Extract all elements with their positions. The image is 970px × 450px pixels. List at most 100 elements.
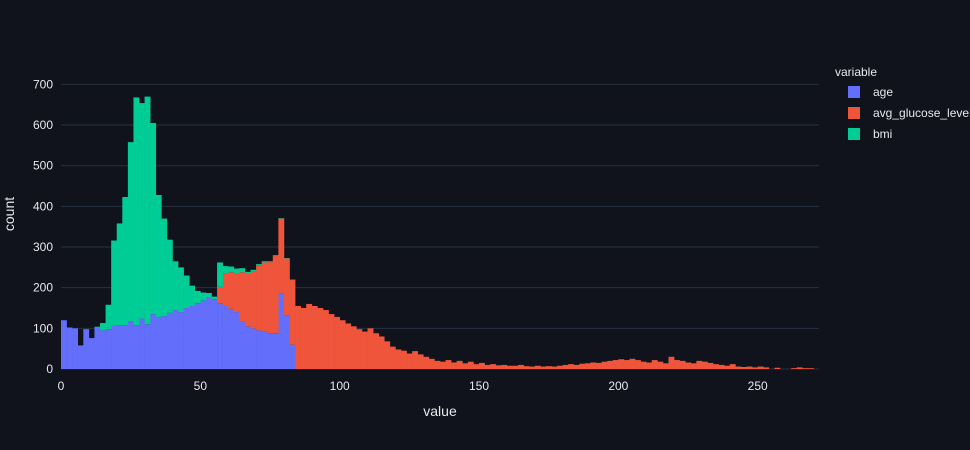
bar-avg-glucose-level[interactable] — [646, 362, 653, 369]
bar-bmi[interactable] — [194, 290, 201, 304]
bar-avg-glucose-level[interactable] — [657, 361, 664, 369]
bar-avg-glucose-level[interactable] — [367, 328, 374, 369]
bar-avg-glucose-level[interactable] — [428, 358, 435, 369]
bar-avg-glucose-level[interactable] — [467, 361, 474, 369]
bar-avg-glucose-level[interactable] — [406, 353, 413, 369]
legend-item-avg-glucose-level[interactable]: avg_glucose_level — [848, 106, 970, 120]
bar-bmi[interactable] — [211, 296, 218, 300]
bar-bmi[interactable] — [111, 240, 118, 326]
bar-age[interactable] — [256, 330, 262, 369]
bar-bmi[interactable] — [105, 304, 112, 330]
bar-avg-glucose-level[interactable] — [451, 362, 458, 369]
bar-avg-glucose-level[interactable] — [529, 366, 536, 369]
bar-avg-glucose-level[interactable] — [495, 365, 502, 369]
bar-avg-glucose-level[interactable] — [796, 367, 803, 369]
bar-age[interactable] — [261, 331, 268, 369]
bar-avg-glucose-level[interactable] — [674, 360, 680, 369]
bar-avg-glucose-level[interactable] — [384, 341, 391, 369]
bar-avg-glucose-level[interactable] — [612, 360, 619, 369]
bar-avg-glucose-level[interactable] — [568, 364, 575, 369]
bar-avg-glucose-level[interactable] — [373, 333, 379, 369]
bar-avg-glucose-level[interactable] — [601, 361, 608, 369]
bar-avg-glucose-level[interactable] — [334, 316, 340, 369]
bar-bmi[interactable] — [233, 268, 240, 274]
bar-age[interactable] — [111, 325, 118, 369]
bar-age[interactable] — [122, 325, 129, 369]
bar-avg-glucose-level[interactable] — [239, 272, 246, 322]
bar-avg-glucose-level[interactable] — [679, 360, 686, 369]
bar-avg-glucose-level[interactable] — [623, 360, 630, 369]
bar-avg-glucose-level[interactable] — [295, 305, 301, 369]
bar-bmi[interactable] — [139, 103, 145, 319]
bar-avg-glucose-level[interactable] — [752, 367, 758, 369]
bar-age[interactable] — [283, 315, 290, 369]
bar-avg-glucose-level[interactable] — [356, 329, 363, 369]
bar-avg-glucose-level[interactable] — [685, 362, 692, 369]
bar-avg-glucose-level[interactable] — [456, 360, 463, 369]
bar-age[interactable] — [172, 310, 179, 369]
bar-avg-glucose-level[interactable] — [272, 255, 279, 334]
bar-avg-glucose-level[interactable] — [551, 366, 558, 369]
bar-avg-glucose-level[interactable] — [713, 364, 719, 369]
bar-avg-glucose-level[interactable] — [802, 368, 809, 369]
legend-item-bmi[interactable]: bmi — [848, 127, 892, 141]
bar-avg-glucose-level[interactable] — [233, 273, 240, 313]
bar-avg-glucose-level[interactable] — [345, 323, 352, 369]
bar-avg-glucose-level[interactable] — [395, 349, 402, 369]
bar-avg-glucose-level[interactable] — [244, 273, 251, 327]
bar-avg-glucose-level[interactable] — [378, 336, 385, 369]
bar-avg-glucose-level[interactable] — [423, 356, 430, 369]
bar-bmi[interactable] — [172, 261, 179, 311]
bar-avg-glucose-level[interactable] — [735, 366, 742, 369]
bar-age[interactable] — [77, 345, 84, 369]
bar-age[interactable] — [150, 314, 157, 369]
bar-avg-glucose-level[interactable] — [701, 361, 708, 369]
bar-bmi[interactable] — [100, 323, 106, 331]
bar-bmi[interactable] — [267, 261, 274, 263]
bar-bmi[interactable] — [222, 266, 229, 274]
bar-age[interactable] — [166, 312, 173, 369]
bar-avg-glucose-level[interactable] — [512, 365, 519, 369]
bar-avg-glucose-level[interactable] — [557, 365, 563, 369]
bar-age[interactable] — [72, 328, 79, 369]
bar-age[interactable] — [105, 329, 112, 369]
bar-age[interactable] — [233, 312, 240, 369]
bar-age[interactable] — [222, 305, 229, 369]
legend-item-age[interactable]: age — [848, 85, 893, 99]
bar-bmi[interactable] — [250, 269, 257, 272]
bar-avg-glucose-level[interactable] — [473, 364, 480, 369]
bar-age[interactable] — [228, 308, 235, 369]
bar-age[interactable] — [183, 308, 190, 369]
bar-age[interactable] — [250, 328, 257, 369]
bar-avg-glucose-level[interactable] — [217, 286, 223, 304]
bar-avg-glucose-level[interactable] — [412, 351, 419, 369]
bar-avg-glucose-level[interactable] — [389, 346, 396, 369]
bar-age[interactable] — [200, 300, 207, 369]
bar-avg-glucose-level[interactable] — [729, 364, 736, 369]
bar-avg-glucose-level[interactable] — [228, 272, 235, 309]
bar-bmi[interactable] — [183, 275, 190, 309]
bar-bmi[interactable] — [200, 292, 207, 301]
bar-avg-glucose-level[interactable] — [462, 363, 469, 369]
bar-avg-glucose-level[interactable] — [518, 364, 524, 369]
bar-age[interactable] — [239, 321, 246, 369]
bar-age[interactable] — [278, 293, 285, 369]
bar-bmi[interactable] — [178, 267, 184, 313]
bar-age[interactable] — [61, 320, 67, 369]
bar-age[interactable] — [94, 327, 101, 369]
bar-bmi[interactable] — [144, 96, 151, 325]
bar-bmi[interactable] — [94, 326, 101, 328]
bar-avg-glucose-level[interactable] — [261, 262, 268, 332]
bar-avg-glucose-level[interactable] — [763, 367, 770, 369]
bar-avg-glucose-level[interactable] — [350, 326, 357, 369]
bar-avg-glucose-level[interactable] — [757, 366, 764, 369]
bar-avg-glucose-level[interactable] — [289, 279, 296, 345]
bar-bmi[interactable] — [150, 123, 157, 315]
bar-avg-glucose-level[interactable] — [256, 265, 262, 331]
bar-age[interactable] — [272, 333, 279, 369]
bar-avg-glucose-level[interactable] — [440, 361, 446, 369]
bar-age[interactable] — [133, 325, 140, 369]
bar-avg-glucose-level[interactable] — [501, 364, 508, 369]
bar-avg-glucose-level[interactable] — [400, 350, 407, 369]
